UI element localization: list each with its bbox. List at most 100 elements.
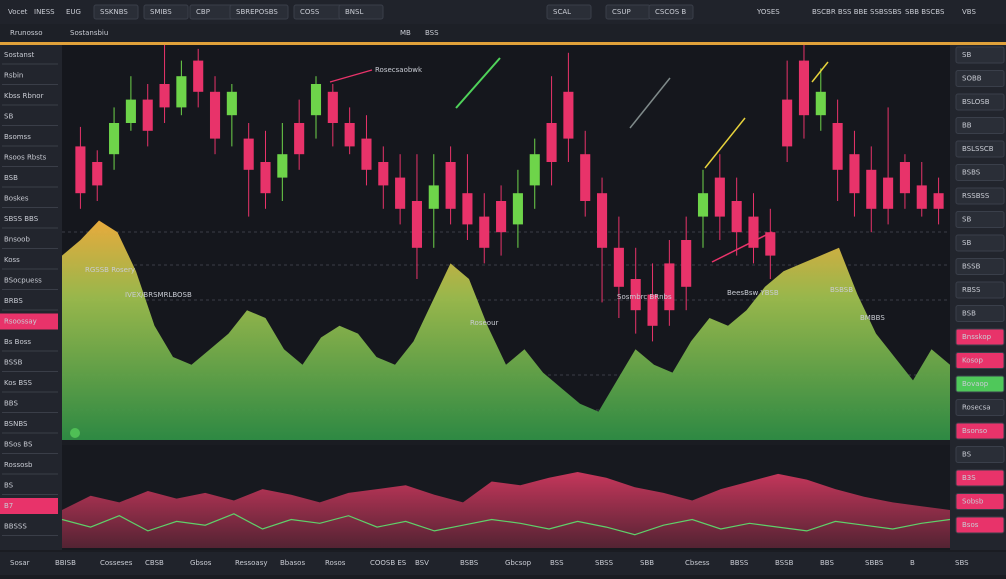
candle-body: [798, 60, 810, 116]
panel-item: BSNBS: [4, 420, 28, 428]
panel-item: BSos BS: [4, 441, 33, 449]
bottom-bar-label[interactable]: SBB: [640, 559, 654, 567]
bottom-bar-label[interactable]: Gbsos: [190, 559, 212, 567]
candle-body: [411, 201, 422, 248]
bottom-bar-label[interactable]: B: [910, 559, 915, 567]
toolbar-label: INESS: [34, 8, 55, 16]
candle-body: [916, 185, 927, 209]
panel-item: BSLSSCB: [962, 145, 994, 153]
toolbar-label: CBP: [196, 8, 210, 16]
candle-body: [260, 162, 271, 194]
candle-body: [75, 146, 86, 194]
panel-button[interactable]: [955, 305, 1005, 322]
bottom-bar-label[interactable]: Sosar: [10, 559, 30, 567]
panel-item: Koss: [4, 256, 20, 264]
bottom-bar-label[interactable]: CBSB: [145, 559, 164, 567]
panel-button[interactable]: [955, 422, 1005, 440]
candle-body: [496, 201, 507, 233]
candle-body: [883, 177, 894, 209]
toolbar-label: BNSL: [345, 8, 363, 16]
bottom-bar-label[interactable]: SBS: [955, 559, 969, 567]
toolbar-label: Vocet: [8, 8, 28, 16]
panel-button[interactable]: [955, 70, 1005, 87]
panel-button[interactable]: [955, 493, 1005, 510]
bottom-bar-label[interactable]: BSV: [415, 559, 429, 567]
toolbar-label: EUG: [66, 8, 81, 16]
candle-body: [109, 123, 120, 155]
candle-body: [630, 279, 641, 311]
panel-button[interactable]: [955, 352, 1005, 369]
bottom-bar-label[interactable]: BSSB: [775, 559, 794, 567]
toolbar-button[interactable]: [93, 4, 139, 20]
panel-button[interactable]: [955, 375, 1005, 393]
panel-button[interactable]: [0, 498, 58, 514]
panel-item: BRBS: [4, 297, 23, 305]
candle-body: [277, 154, 288, 178]
panel-button[interactable]: [955, 93, 1005, 111]
panel-item: Rossosb: [4, 461, 33, 469]
bottom-bar-label[interactable]: BSS: [550, 559, 564, 567]
toolbar-label: SSBSSBS: [870, 8, 902, 16]
arrow: [329, 69, 373, 83]
bottom-bar-label[interactable]: BBSS: [730, 559, 749, 567]
panel-button[interactable]: [955, 117, 1005, 134]
candle-body: [899, 162, 910, 194]
toolbar-label: CSUP: [612, 8, 631, 16]
bottom-bar-label[interactable]: Ressoasy: [235, 559, 268, 567]
candle-body: [933, 193, 944, 209]
bottom-bar-label[interactable]: BBISB: [55, 559, 76, 567]
panel-button[interactable]: [955, 211, 1005, 228]
panel-item: Bnsskop: [962, 333, 992, 341]
panel-item: B3S: [962, 474, 976, 482]
panel-item: BSSB: [4, 359, 23, 367]
bottom-bar-label[interactable]: Gbcsop: [505, 559, 532, 567]
candle-body: [546, 123, 557, 162]
accent-strip: [0, 42, 1006, 45]
panel-button[interactable]: [955, 234, 1005, 252]
bottom-bar-label[interactable]: Cbsess: [685, 559, 710, 567]
candle-body: [92, 162, 103, 186]
panel-button[interactable]: [955, 164, 1005, 181]
panel-button[interactable]: [955, 328, 1005, 346]
bottom-bar-label[interactable]: Bbasos: [280, 559, 305, 567]
panel-button[interactable]: [955, 399, 1005, 416]
panel-button[interactable]: [0, 313, 58, 330]
bottom-bar-label[interactable]: COOSB ES: [370, 559, 407, 567]
candle-body: [597, 193, 608, 248]
toolbar-button[interactable]: [546, 4, 592, 20]
toolbar-label: VBS: [962, 8, 976, 16]
panel-button[interactable]: [955, 46, 1005, 64]
candle-layer: [75, 45, 944, 342]
panel-item: Bs Boss: [4, 338, 31, 346]
bottom-bar-label[interactable]: Rosos: [325, 559, 346, 567]
panel-button[interactable]: [955, 187, 1005, 205]
toolbar-label: SMIBS: [150, 8, 172, 16]
toolbar-button[interactable]: [648, 4, 694, 20]
panel-item: RSSBSS: [962, 192, 990, 200]
candle-body: [529, 154, 540, 186]
panel-item: BSocpuess: [4, 277, 42, 285]
panel-button[interactable]: [955, 140, 1005, 158]
candle-body: [395, 177, 406, 209]
panel-item: Rosecsa: [962, 404, 991, 412]
bottom-bar-label[interactable]: SBBS: [865, 559, 884, 567]
panel-button[interactable]: [955, 469, 1005, 487]
chart-label: IVEX/BRSMRLBOSB: [125, 291, 192, 299]
bottom-bar-label[interactable]: BBS: [820, 559, 834, 567]
panel-button[interactable]: [955, 258, 1005, 275]
candle-body: [344, 123, 355, 147]
bottom-bar-label[interactable]: Cosseses: [100, 559, 133, 567]
toolbar-button[interactable]: [229, 4, 289, 20]
candle-body: [445, 162, 456, 209]
panel-item: Rsbin: [4, 72, 23, 80]
panel-button[interactable]: [955, 516, 1005, 534]
bottom-bar-label[interactable]: BSBS: [460, 559, 479, 567]
panel-button[interactable]: [955, 446, 1005, 463]
toolbar-button[interactable]: [143, 4, 189, 20]
bottom-bar-label[interactable]: SBSS: [595, 559, 614, 567]
candle-body: [849, 154, 860, 194]
toolbar-button[interactable]: [338, 4, 384, 20]
candle-body: [664, 263, 675, 311]
panel-button[interactable]: [955, 281, 1005, 299]
